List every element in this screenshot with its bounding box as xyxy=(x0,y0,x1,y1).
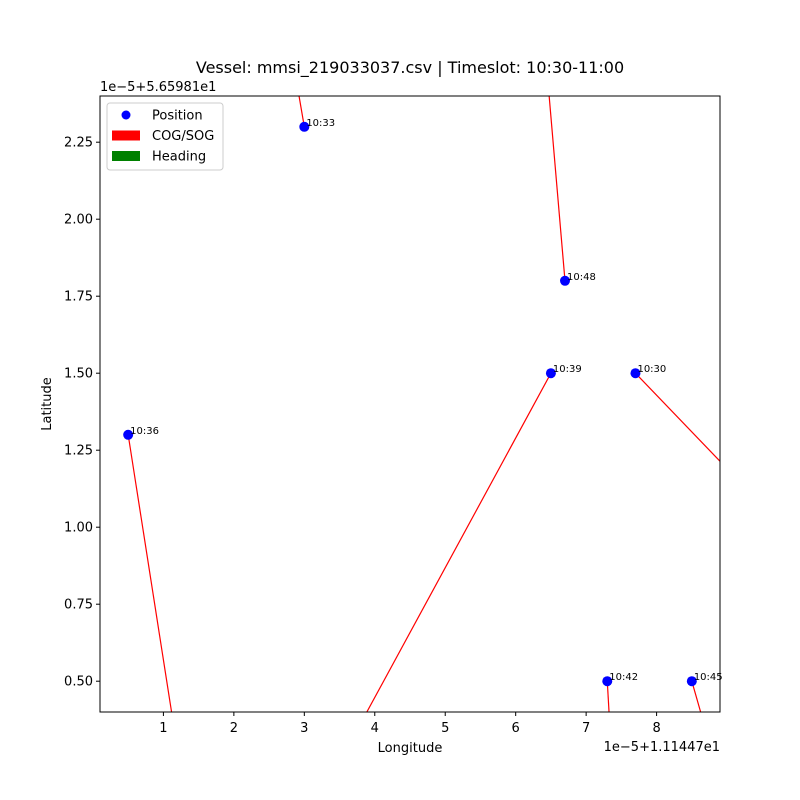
cog-vector-1 xyxy=(298,96,305,127)
position-point-3 xyxy=(545,368,556,379)
y-tick-label-2: 1.00 xyxy=(64,521,93,536)
position-point-0 xyxy=(630,368,641,379)
time-label-3: 10:39 xyxy=(553,364,582,375)
time-label-4: 10:42 xyxy=(609,672,638,683)
y-offset-label: 1e−5+5.65981e1 xyxy=(100,80,216,95)
position-point-6 xyxy=(560,275,570,286)
y-tick-label-5: 1.75 xyxy=(64,290,93,305)
position-point-1 xyxy=(299,121,310,132)
x-offset-label: 1e−5+1.11447e1 xyxy=(604,740,720,755)
legend-label-2: Heading xyxy=(152,150,206,165)
chart-title: Vessel: mmsi_219033037.csv | Timeslot: 1… xyxy=(196,58,624,78)
time-label-6: 10:48 xyxy=(567,272,596,283)
position-point-4 xyxy=(602,676,613,687)
cog-vector-3 xyxy=(366,372,552,712)
legend-label-0: Position xyxy=(152,109,203,124)
cog-vector-6 xyxy=(548,96,566,281)
y-tick-label-0: 0.50 xyxy=(64,675,93,690)
x-tick-label-0: 1 xyxy=(159,721,167,736)
y-tick-label-3: 1.25 xyxy=(64,444,93,459)
y-tick-label-6: 2.00 xyxy=(64,213,93,228)
legend-swatch-2 xyxy=(112,151,140,161)
legend-swatch-0 xyxy=(121,110,131,120)
plot-frame xyxy=(99,95,721,713)
x-axis-label: Longitude xyxy=(378,741,443,756)
x-tick-label-3: 4 xyxy=(371,721,379,736)
y-tick-label-1: 0.75 xyxy=(64,598,93,613)
y-tick-label-4: 1.50 xyxy=(64,367,93,382)
legend-label-1: COG/SOG xyxy=(152,129,214,144)
time-label-5: 10:45 xyxy=(694,672,723,683)
x-tick-label-2: 3 xyxy=(300,721,308,736)
x-tick-label-5: 6 xyxy=(512,721,520,736)
y-axis-label: Latitude xyxy=(40,377,55,431)
legend: Position COG/SOG Heading xyxy=(106,102,224,171)
time-label-0: 10:30 xyxy=(637,364,666,375)
legend-swatch-1 xyxy=(112,130,140,141)
x-tick-label-4: 5 xyxy=(441,721,449,736)
cog-vector-5 xyxy=(691,681,702,712)
position-point-5 xyxy=(686,676,697,687)
cog-vector-2 xyxy=(127,434,173,712)
x-tick-label-6: 7 xyxy=(582,721,590,736)
x-tick-label-7: 8 xyxy=(652,721,660,736)
time-label-1: 10:33 xyxy=(306,118,335,129)
y-tick-label-7: 2.25 xyxy=(64,136,93,151)
cog-vector-4 xyxy=(606,681,610,712)
cog-vector-0 xyxy=(635,372,720,463)
time-label-2: 10:36 xyxy=(130,426,159,437)
position-point-2 xyxy=(123,429,134,440)
x-tick-label-1: 2 xyxy=(230,721,238,736)
